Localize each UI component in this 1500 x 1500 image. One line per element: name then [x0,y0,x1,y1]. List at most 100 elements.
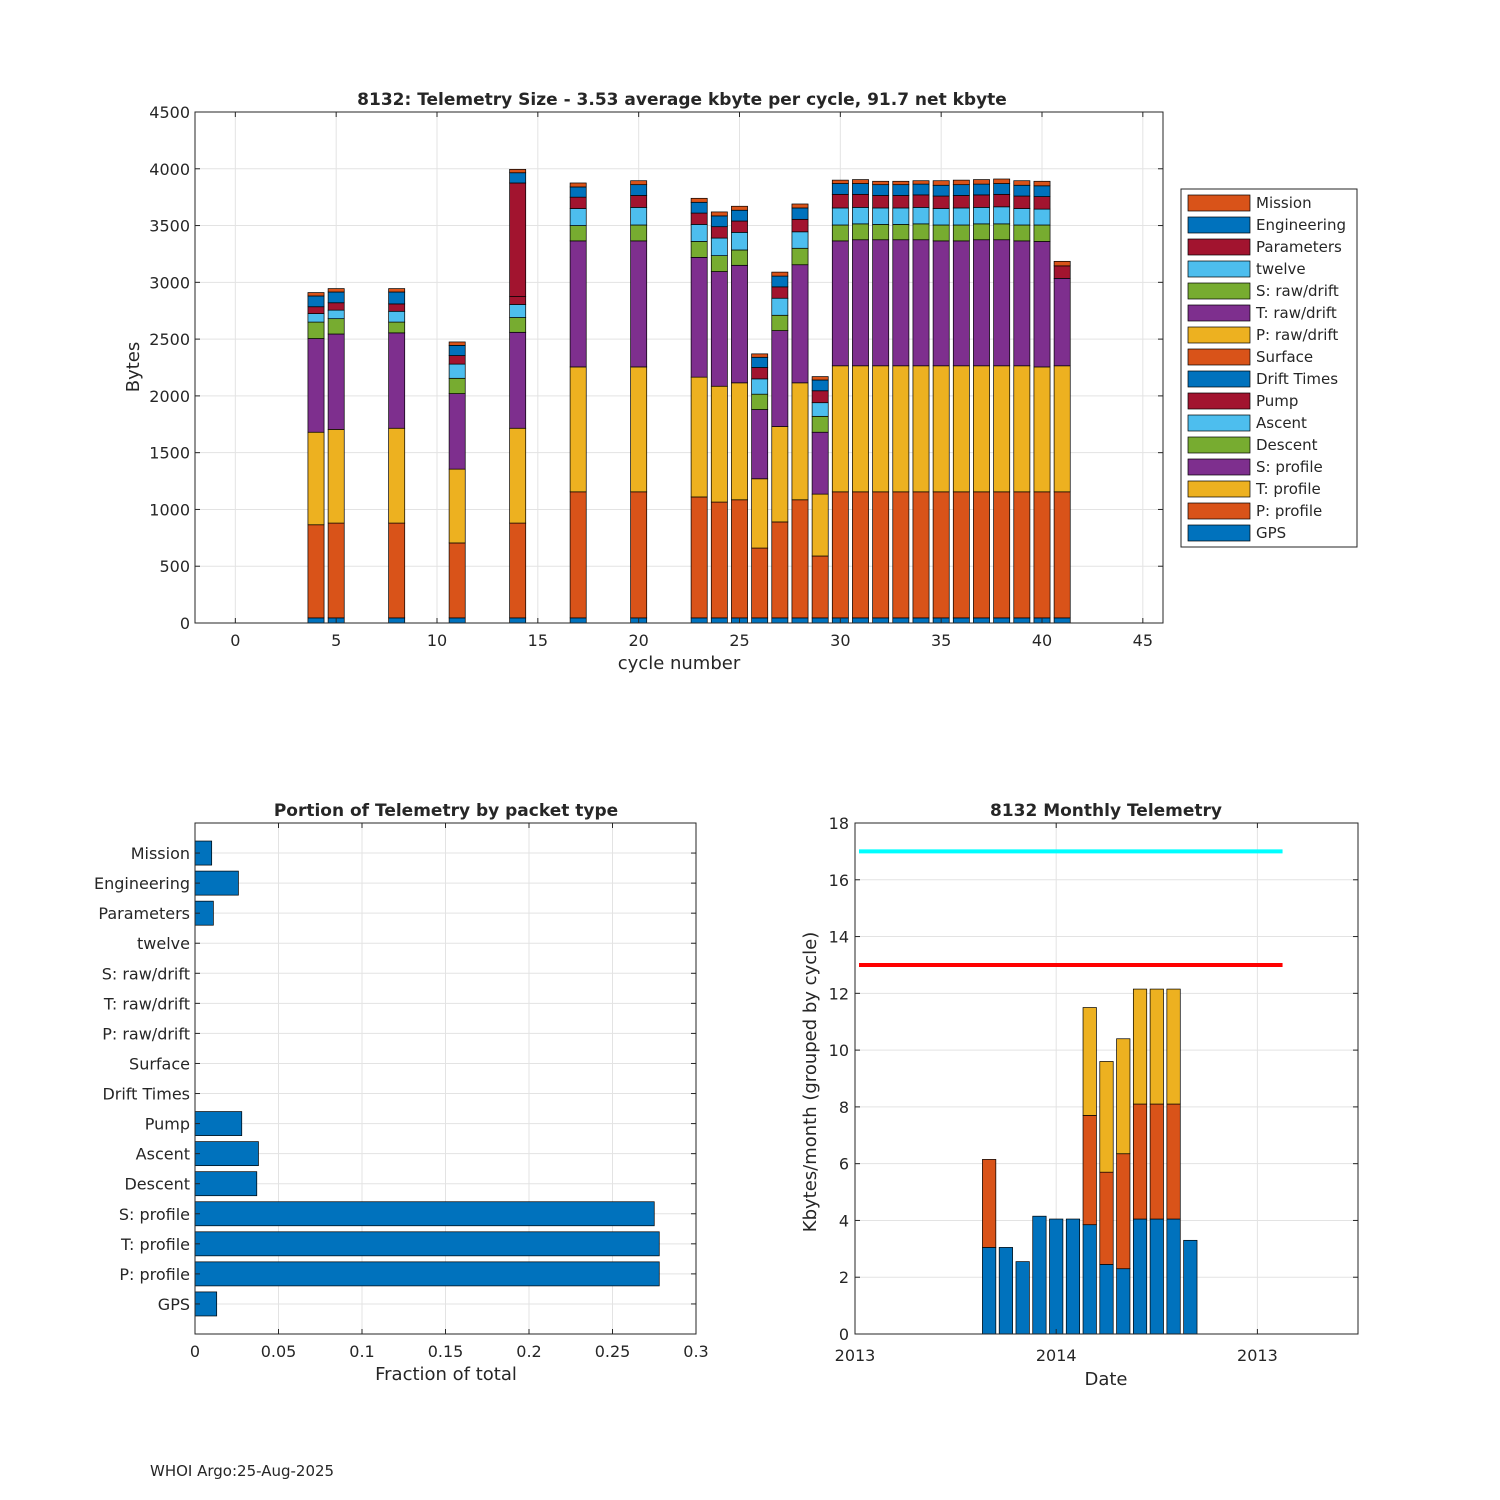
bl-y-tick-label: P: profile [119,1265,190,1284]
br-y-tick-label: 2 [839,1268,849,1287]
top-bar-segment [569,617,587,624]
top-x-tick-label: 15 [528,631,548,650]
top-bar-segment [1053,491,1071,619]
top-y-tick-label: 500 [159,557,190,576]
top-bar-segment [710,617,728,624]
br-y-tick-label: 18 [829,814,849,833]
top-bar-segment [509,182,527,297]
top-bar-segment [993,617,1011,624]
top-bar-segment [932,224,950,242]
bl-x-tick-label: 0 [190,1342,200,1361]
top-bar-segment [731,264,748,384]
top-bar-segment [912,207,930,225]
top-bar-segment [791,231,809,249]
top-bar-segment [731,232,748,251]
br-bar-segment [1116,1153,1131,1270]
top-bar-segment [973,183,990,196]
br-reference-lines [859,849,1283,967]
top-bar-segment [509,304,527,318]
top-bar-segment [1013,365,1031,493]
top-bar-segment [327,288,345,293]
br-bars [982,988,1198,1335]
br-bar-segment [1166,1218,1181,1335]
packet-type-portion-chart: 0 0.05 0.1 0.15 0.2 0.25 0.3 GPS P: profile T: pr… [94,801,709,1385]
legend-swatch [1187,326,1251,344]
top-bar-segment [630,207,648,226]
top-bar-segment [388,617,406,624]
top-bar-segment [852,617,869,624]
legend-swatch [1187,370,1251,388]
top-bar-segment [811,390,829,404]
top-axes-box [194,111,1164,624]
top-bar-segment [569,196,587,209]
legend-swatch [1187,436,1251,454]
top-bar-segment [872,365,890,493]
top-bar-segment [307,431,325,526]
top-bar-segment [448,341,466,346]
bl-y-tick-label: Descent [124,1175,190,1194]
top-y-tick-label: 1500 [149,444,190,463]
top-bar-segment [771,426,789,523]
top-bar-segment [993,223,1011,241]
top-bar-segment [307,295,325,308]
top-bar-segment [327,522,345,619]
bl-x-tick-label: 0.2 [516,1342,541,1361]
br-x-tick-label: 2013 [835,1346,876,1365]
top-bar-segment [852,179,869,184]
br-bar-segment [1049,1218,1064,1335]
top-bar-segment [852,239,869,367]
br-bar-segment [1015,1261,1030,1335]
top-x-tick-label: 35 [931,631,951,650]
top-y-tick-label: 3000 [149,273,190,292]
br-bar-segment [1132,1103,1148,1220]
top-bar-segment [892,365,910,493]
top-bar-segment [388,288,406,293]
top-bar-segment [892,617,910,624]
br-bar-segment [1082,1115,1097,1226]
top-bar-segment [973,239,990,367]
top-bar-segment [690,241,708,258]
legend-label: Surface [1256,348,1313,366]
br-bar-segment [1132,1218,1148,1335]
bl-y-tick-label: S: raw/drift [102,964,190,983]
top-bar-segment [771,330,789,427]
top-bar-segment [569,225,587,242]
top-ticks: 0 5 10 15 20 25 30 35 40 45 0 500 1000 1500 2000 2500 30… [149,103,1163,650]
br-bar-segment [1132,988,1148,1105]
top-bar-segment [1053,617,1071,624]
top-bar-segment [912,491,930,619]
top-bar-segment [892,224,910,241]
top-x-tick-label: 25 [729,631,749,650]
top-bar-segment [831,365,849,493]
top-bar-segment [852,193,869,208]
bl-x-tick-label: 0.3 [683,1342,708,1361]
top-bar-segment [388,321,406,334]
top-x-tick-label: 10 [427,631,447,650]
top-bar-segment [690,496,708,619]
top-bar-segment [872,184,890,196]
bl-x-tick-label: 0.15 [428,1342,464,1361]
top-bar-segment [993,183,1011,195]
top-bar-segment [1053,278,1071,367]
bl-y-tick-label: Engineering [94,874,190,893]
bl-bar [194,1261,660,1287]
monthly-telemetry-chart: 2013 2014 2013 0 2 4 6 8 10 12 14 16 18 8132 Monthly… [800,801,1359,1390]
top-bar-segment [912,180,930,185]
top-bar-segment [710,215,728,228]
top-bar-segment [952,617,970,624]
top-bar-segment [509,331,527,429]
top-bar-segment [872,207,890,225]
top-bar-segment [1033,241,1051,368]
top-x-tick-label: 40 [1032,631,1052,650]
top-bar-segment [1013,240,1031,367]
top-bar-segment [892,180,910,186]
top-bar-segment [973,617,990,624]
top-bar-segment [388,427,406,524]
top-bar-segment [912,183,930,196]
top-bar-segment [690,224,708,242]
top-y-tick-label: 0 [180,614,190,633]
top-bar-segment [892,207,910,225]
top-bar-segment [973,194,990,208]
br-x-tick-label: 2013 [1237,1346,1278,1365]
top-bar-segment [388,332,406,429]
